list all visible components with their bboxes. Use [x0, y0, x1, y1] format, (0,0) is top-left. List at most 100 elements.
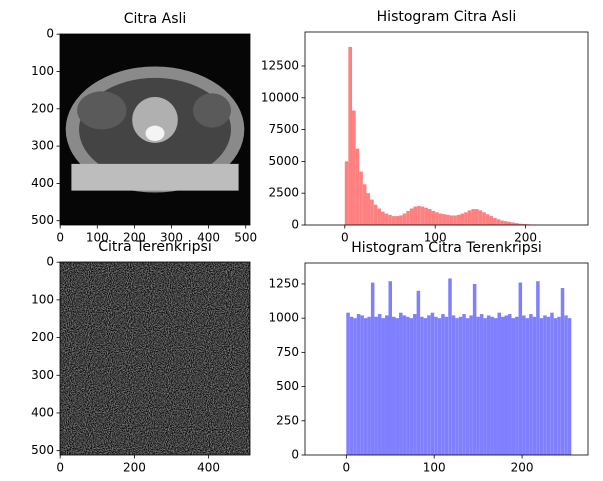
bar [507, 221, 512, 225]
y-tick-label: 100 [31, 292, 54, 306]
bar [370, 282, 375, 455]
axes-frame [304, 31, 589, 226]
bar [446, 214, 450, 225]
bar [427, 315, 431, 455]
bar [489, 216, 494, 225]
axes-frame [59, 33, 251, 226]
spine [132, 97, 178, 143]
bar [458, 316, 463, 455]
axes-frame [304, 262, 589, 456]
bar [380, 211, 385, 225]
bar [522, 315, 526, 455]
subplot-title: Citra Terenkripsi [98, 239, 211, 255]
bar [388, 214, 392, 225]
bar [406, 211, 410, 225]
x-tick-label: 100 [86, 231, 109, 245]
bar [367, 316, 371, 455]
bar [420, 206, 425, 225]
bar [362, 184, 367, 225]
x-tick-label: 200 [123, 461, 146, 475]
bar [508, 314, 512, 455]
bar [413, 314, 417, 455]
bar [469, 315, 473, 455]
bar [348, 46, 353, 225]
bar [462, 314, 466, 455]
bar [392, 316, 396, 455]
bar [402, 213, 407, 225]
bar [500, 316, 505, 455]
bar [496, 219, 501, 225]
y-tick-label: 12500 [261, 58, 299, 72]
bar [543, 315, 547, 455]
x-tick-label: 200 [123, 231, 146, 245]
bar [431, 211, 436, 225]
bar [471, 209, 475, 225]
y-tick-label: 100 [31, 64, 54, 78]
y-tick-label: 500 [276, 379, 299, 393]
y-tick-label: 300 [31, 139, 54, 153]
bar [360, 315, 364, 455]
subplot-title: Histogram Citra Asli [377, 9, 517, 25]
bar [370, 199, 374, 225]
bar [441, 314, 445, 455]
bar [476, 316, 480, 455]
bar [434, 316, 438, 455]
bar [560, 288, 565, 455]
bar [442, 214, 447, 225]
bar [521, 223, 526, 225]
x-tick-label: 200 [514, 231, 537, 245]
x-tick-label: 100 [423, 461, 446, 475]
bar [448, 278, 452, 455]
bar [525, 318, 530, 455]
bar [467, 210, 472, 225]
bar [464, 212, 468, 225]
bar [427, 209, 432, 225]
y-tick-label: 0 [291, 218, 299, 232]
bar [435, 212, 439, 225]
y-tick-label: 0 [46, 27, 54, 41]
bar [455, 318, 459, 455]
y-tick-label: 200 [31, 330, 54, 344]
y-tick-label: 5000 [268, 154, 299, 168]
image-noise [60, 262, 250, 455]
bar [564, 315, 568, 455]
y-tick-label: 0 [291, 448, 299, 462]
x-tick-label: 500 [234, 231, 257, 245]
bar [486, 315, 491, 455]
bar [395, 216, 400, 225]
x-tick-label: 400 [197, 461, 220, 475]
y-tick-label: 250 [276, 413, 299, 427]
y-tick-label: 2500 [268, 186, 299, 200]
bar [366, 193, 371, 225]
subplot: 0 100 200 0 2500 5000 7500 10000 12500 Histogram … [261, 9, 589, 245]
bar [413, 206, 418, 225]
y-tick-label: 300 [31, 368, 54, 382]
axes-frame [59, 261, 251, 456]
y-tick-label: 400 [31, 405, 54, 419]
bar [451, 315, 456, 455]
x-tick-label: 0 [56, 231, 64, 245]
y-tick-label: 500 [31, 443, 54, 457]
bar [377, 208, 381, 225]
bar [381, 318, 385, 455]
bar [557, 316, 561, 455]
y-tick-label: 400 [31, 176, 54, 190]
bar [553, 318, 558, 455]
bar [500, 220, 504, 225]
bar [550, 312, 554, 455]
subplot: 0 200 400 0 100 200 300 400 500 Citra Terenkripsi [31, 239, 251, 475]
subplot-title: Citra Asli [124, 11, 187, 27]
x-tick-label: 300 [160, 231, 183, 245]
lower-band [71, 163, 239, 191]
bar [460, 213, 465, 225]
bar [497, 312, 501, 455]
bar [349, 316, 354, 455]
bar [546, 316, 551, 455]
bar [402, 315, 407, 455]
bar [377, 314, 382, 455]
bar [518, 282, 523, 455]
bar [503, 221, 508, 225]
bar [420, 316, 424, 455]
subplot: 0 100 200 0 250 500 750 1000 1250 Histogram Citra… [268, 240, 589, 475]
y-tick-label: 7500 [268, 122, 299, 136]
